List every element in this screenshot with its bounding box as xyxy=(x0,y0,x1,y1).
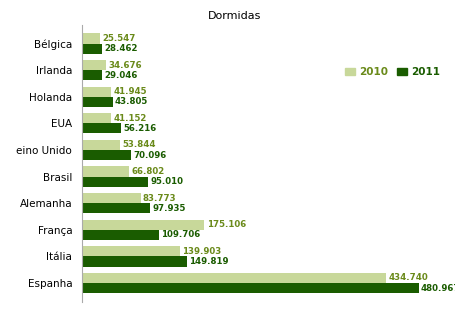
Text: 43.805: 43.805 xyxy=(115,97,148,106)
Bar xyxy=(82,150,131,160)
Text: 95.010: 95.010 xyxy=(151,177,184,186)
Text: 41.152: 41.152 xyxy=(113,114,147,123)
Bar xyxy=(82,123,121,133)
Bar xyxy=(82,177,148,187)
Text: 29.046: 29.046 xyxy=(105,71,138,80)
Bar xyxy=(82,220,204,230)
Text: 41.945: 41.945 xyxy=(114,87,147,96)
Text: 53.844: 53.844 xyxy=(122,140,156,149)
Text: 25.547: 25.547 xyxy=(102,34,136,43)
Text: 28.462: 28.462 xyxy=(104,44,138,53)
Bar xyxy=(82,230,159,240)
Text: 434.740: 434.740 xyxy=(389,273,429,282)
Bar xyxy=(82,33,100,44)
Bar xyxy=(82,203,151,213)
Text: 109.706: 109.706 xyxy=(161,230,200,239)
Bar xyxy=(82,257,187,267)
Bar xyxy=(82,60,106,70)
Text: 480.967: 480.967 xyxy=(421,284,455,293)
Text: 56.216: 56.216 xyxy=(124,124,157,133)
Bar xyxy=(82,113,111,123)
Bar xyxy=(82,140,120,150)
Text: 34.676: 34.676 xyxy=(109,61,142,70)
Text: 175.106: 175.106 xyxy=(207,220,246,229)
Bar xyxy=(82,246,180,257)
Text: 66.802: 66.802 xyxy=(131,167,164,176)
Bar xyxy=(82,273,386,283)
Bar xyxy=(82,97,112,107)
Text: 70.096: 70.096 xyxy=(133,151,167,160)
Legend: 2010, 2011: 2010, 2011 xyxy=(340,63,445,81)
Bar xyxy=(82,166,129,177)
Text: 139.903: 139.903 xyxy=(182,247,222,256)
Bar xyxy=(82,70,102,80)
Bar xyxy=(82,283,419,293)
Bar xyxy=(82,87,111,97)
Text: 83.773: 83.773 xyxy=(143,194,177,203)
Bar xyxy=(82,44,102,53)
Bar xyxy=(82,193,141,203)
Text: 97.935: 97.935 xyxy=(153,204,186,213)
Text: 149.819: 149.819 xyxy=(189,257,229,266)
Title: Dormidas: Dormidas xyxy=(208,11,262,21)
